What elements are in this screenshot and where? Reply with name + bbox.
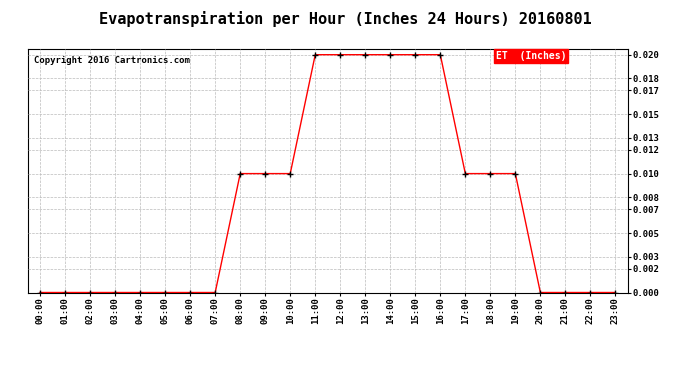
Text: Copyright 2016 Cartronics.com: Copyright 2016 Cartronics.com [34, 56, 190, 65]
Text: ET  (Inches): ET (Inches) [496, 51, 566, 61]
Text: Evapotranspiration per Hour (Inches 24 Hours) 20160801: Evapotranspiration per Hour (Inches 24 H… [99, 11, 591, 27]
